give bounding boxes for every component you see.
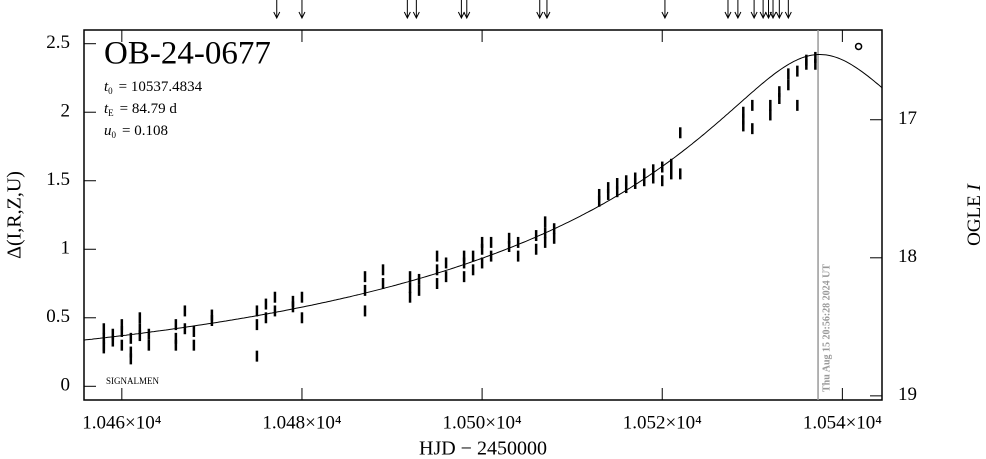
arrow-shape [273,0,281,20]
param: u0 = 0.108 [104,123,168,140]
observation-arrow [403,0,411,20]
arrow-shape [784,0,792,20]
observation-arrow [784,0,792,20]
y2-tick-label: 18 [898,246,917,267]
arrow-shape [750,0,758,20]
arrow-shape [661,0,669,20]
arrow-shape [765,0,772,20]
param-text: = 84.79 d [120,101,178,117]
observation-arrow [412,0,420,20]
arrow-shape [403,0,411,20]
observation-arrow [769,0,777,20]
x-tick-label: 1.050×10⁴ [443,412,522,433]
observation-arrow [759,0,767,20]
arrow-shape [298,0,306,20]
y2-axis-label: OGLE I [964,182,985,245]
y2-tick-label: 19 [898,384,917,405]
now-label: Thu Aug 15 20:56:28 2024 UT [821,264,832,392]
y2-tick-label: 17 [898,108,917,129]
y-tick-label: 2.5 [46,32,70,53]
y-tick-label: 0 [61,375,71,396]
param-symbol: t [104,79,109,95]
observation-arrow [463,0,471,20]
y2-label-italic: I [964,182,985,191]
y-axis-label: Δ(I,R,Z,U) [4,171,26,259]
param-subscript: 0 [108,86,113,96]
param-subscript: E [108,108,114,118]
param: t0 = 10537.4834 [104,79,203,96]
arrow-shape [536,0,544,20]
y-tick-label: 0.5 [46,306,70,327]
x-tick-label: 1.054×10⁴ [803,412,882,433]
observation-arrow [750,0,758,20]
param-symbol: t [104,101,109,117]
arrow-shape [543,0,551,20]
observation-arrow [734,0,742,20]
chart-title: OB-24-0677 [104,36,271,72]
x-tick-label: 1.048×10⁴ [262,412,341,433]
y-tick-label: 1 [61,238,71,259]
observation-arrow [273,0,281,20]
param: tE = 84.79 d [104,101,177,118]
model-curve [83,54,883,341]
observation-arrow [543,0,551,20]
arrow-shape [463,0,471,20]
observation-arrow [765,0,772,20]
observation-arrow [298,0,306,20]
param-text: = 0.108 [122,123,168,139]
observation-arrow [724,0,732,20]
observation-arrow [536,0,544,20]
arrow-shape [769,0,777,20]
y2-label-text: OGLE [964,190,985,245]
param-symbol: u [104,123,112,139]
arrow-shape [759,0,767,20]
plot-frame [83,29,883,401]
arrow-shape [457,0,465,20]
arrow-shape [724,0,732,20]
corner-note: SIGNALMEN [106,376,159,386]
observation-arrow [457,0,465,20]
data-point [854,42,863,51]
arrow-shape [775,0,783,20]
y-tick-label: 1.5 [46,169,70,190]
arrow-shape [734,0,742,20]
x-tick-label: 1.052×10⁴ [623,412,702,433]
param-subscript: 0 [112,130,117,140]
observation-arrow [661,0,669,20]
x-tick-label: 1.046×10⁴ [82,412,161,433]
arrow-shape [412,0,420,20]
x-axis-label: HJD − 2450000 [419,438,547,459]
observation-arrow [775,0,783,20]
y-tick-label: 2 [61,101,71,122]
param-text: = 10537.4834 [119,79,203,95]
